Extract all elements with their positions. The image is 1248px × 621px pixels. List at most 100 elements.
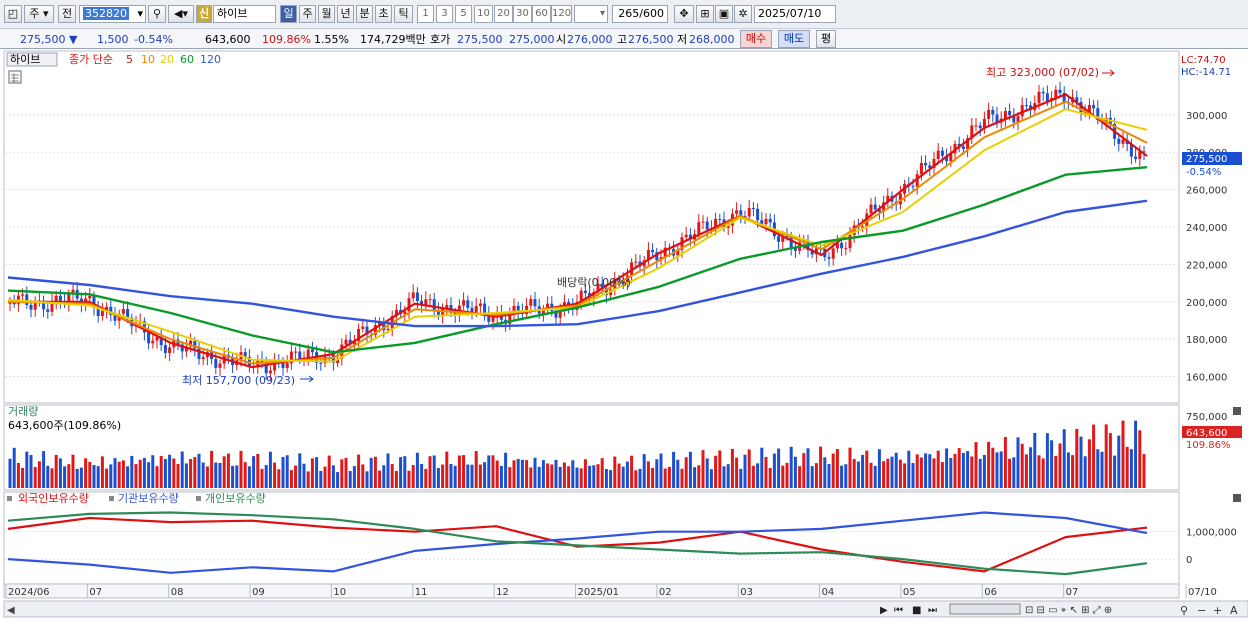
volume-close-icon[interactable]: [1233, 407, 1241, 415]
holdings-close-icon[interactable]: [1233, 494, 1241, 502]
rewind-icon[interactable]: ⏮: [894, 605, 903, 616]
price-candle: [348, 339, 352, 345]
period-minute[interactable]: 분: [356, 5, 373, 23]
table-view-icon[interactable]: [8, 70, 22, 84]
price-candle: [1121, 139, 1125, 144]
settings-icon[interactable]: ✲: [734, 5, 752, 23]
zoom-out-icon[interactable]: ⚲: [1180, 604, 1188, 617]
stock-code-input[interactable]: 352820 ▾: [79, 5, 146, 23]
volume-bar: [646, 461, 650, 488]
volume-bar: [71, 454, 75, 488]
volume-bar: [718, 450, 722, 488]
period-year[interactable]: 년: [337, 5, 354, 23]
period-week[interactable]: 주: [299, 5, 316, 23]
type-select[interactable]: 주 ▾: [24, 5, 54, 23]
holdings-line-1: [7, 511, 1148, 574]
auto-scale-icon[interactable]: A: [1230, 604, 1238, 617]
grid-toggle-icon[interactable]: ⊞: [696, 5, 714, 23]
interval-5[interactable]: 5: [455, 5, 472, 23]
volume-bar: [907, 450, 911, 488]
volume-bar: [226, 453, 230, 488]
stop-icon[interactable]: ■: [912, 605, 921, 616]
interval-60[interactable]: 60: [532, 5, 551, 23]
save-icon[interactable]: ▣: [715, 5, 733, 23]
volume-bar: [546, 463, 550, 488]
scrollbar[interactable]: [3, 600, 1248, 618]
volume-current-pct: 109.86%: [1186, 440, 1231, 451]
volume-bar: [1087, 439, 1091, 488]
volume-bar: [130, 455, 134, 488]
x-tick-label: 2024/06: [8, 587, 50, 598]
sound-icon[interactable]: ◀▾: [168, 5, 194, 23]
search-icon[interactable]: ⚲: [148, 5, 166, 23]
current-price-box: [1182, 152, 1242, 165]
period-tick[interactable]: 틱: [394, 5, 413, 23]
price-y-tick: 300,000: [1186, 111, 1227, 122]
price-candle: [386, 328, 390, 331]
legend-ma-20[interactable]: 20: [160, 53, 174, 66]
legend-ma-60[interactable]: 60: [180, 53, 194, 66]
high-annotation: 최고 323,000 (07/02): [986, 66, 1099, 79]
interval-1[interactable]: 1: [417, 5, 434, 23]
interval-30[interactable]: 30: [513, 5, 532, 23]
scroll-right-icon[interactable]: ▶: [880, 605, 888, 616]
period-day[interactable]: 일: [280, 5, 297, 23]
current-pct-label: -0.54%: [1186, 167, 1221, 178]
scroll-thumb[interactable]: [949, 603, 1021, 615]
crosshair-icon[interactable]: ✥: [674, 5, 694, 23]
prev-button[interactable]: 전: [58, 5, 76, 23]
price-candle: [898, 193, 902, 205]
volume-bar: [663, 468, 667, 488]
volume-bar: [260, 468, 264, 488]
data-count-field[interactable]: 265/600: [612, 5, 668, 23]
price-candle: [861, 226, 865, 228]
price-candle: [705, 221, 709, 230]
stock-chart[interactable]: 300,000280,000260,000240,000220,000200,0…: [0, 49, 1248, 621]
volume-bar: [814, 463, 818, 488]
scroll-left-icon[interactable]: ◀: [7, 605, 15, 616]
price-candle: [361, 326, 365, 329]
price-candle: [163, 345, 167, 353]
volume-bar: [630, 455, 634, 488]
interval-20[interactable]: 20: [494, 5, 513, 23]
interval-dropdown[interactable]: ▾: [574, 5, 608, 23]
tool-icons[interactable]: ⊡ ⊟ ▭ ⌖ ↖ ⊞ ⤢ ⊕: [1025, 605, 1112, 616]
zoom-minus-icon[interactable]: −: [1197, 604, 1206, 617]
holdings-legend-individual[interactable]: 개인보유수량: [205, 492, 266, 505]
volume-bar: [453, 465, 457, 488]
volume-bar: [768, 467, 772, 488]
legend-ma-120[interactable]: 120: [200, 53, 221, 66]
volume-bar: [529, 467, 533, 488]
quote-volume: 643,600: [205, 33, 251, 46]
period-second[interactable]: 초: [375, 5, 392, 23]
interval-3[interactable]: 3: [436, 5, 453, 23]
interval-10[interactable]: 10: [474, 5, 493, 23]
holdings-legend-institution[interactable]: 기관보유수량: [118, 492, 179, 505]
period-month[interactable]: 월: [318, 5, 335, 23]
volume-bar: [739, 468, 743, 488]
volume-bar: [315, 457, 319, 488]
sell-button[interactable]: 매도: [778, 30, 810, 48]
holdings-legend-foreign[interactable]: 외국인보유수량: [18, 492, 89, 505]
legend-ma-10[interactable]: 10: [141, 53, 155, 66]
price-candle: [147, 332, 151, 344]
legend-ma-5[interactable]: 5: [126, 53, 133, 66]
price-candle: [516, 305, 520, 311]
interval-120[interactable]: 120: [551, 5, 572, 23]
zoom-plus-icon[interactable]: +: [1213, 604, 1222, 617]
volume-bar: [567, 466, 571, 488]
volume-bar: [714, 455, 718, 488]
date-field[interactable]: 2025/07/10: [754, 5, 836, 23]
chart-menu-icon[interactable]: ◰: [4, 5, 22, 23]
price-candle: [508, 314, 512, 324]
stock-name-field[interactable]: 하이브: [213, 5, 276, 23]
forward-icon[interactable]: ⏭: [928, 605, 937, 616]
volume-bar: [75, 468, 79, 488]
volume-bar: [33, 466, 37, 488]
volume-bar: [1066, 452, 1070, 488]
volume-bar: [978, 458, 982, 488]
dropdown-icon[interactable]: ▾: [137, 7, 143, 20]
buy-button[interactable]: 매수: [740, 30, 772, 48]
price-candle: [273, 360, 277, 371]
evaluation-button[interactable]: 평: [816, 30, 836, 48]
